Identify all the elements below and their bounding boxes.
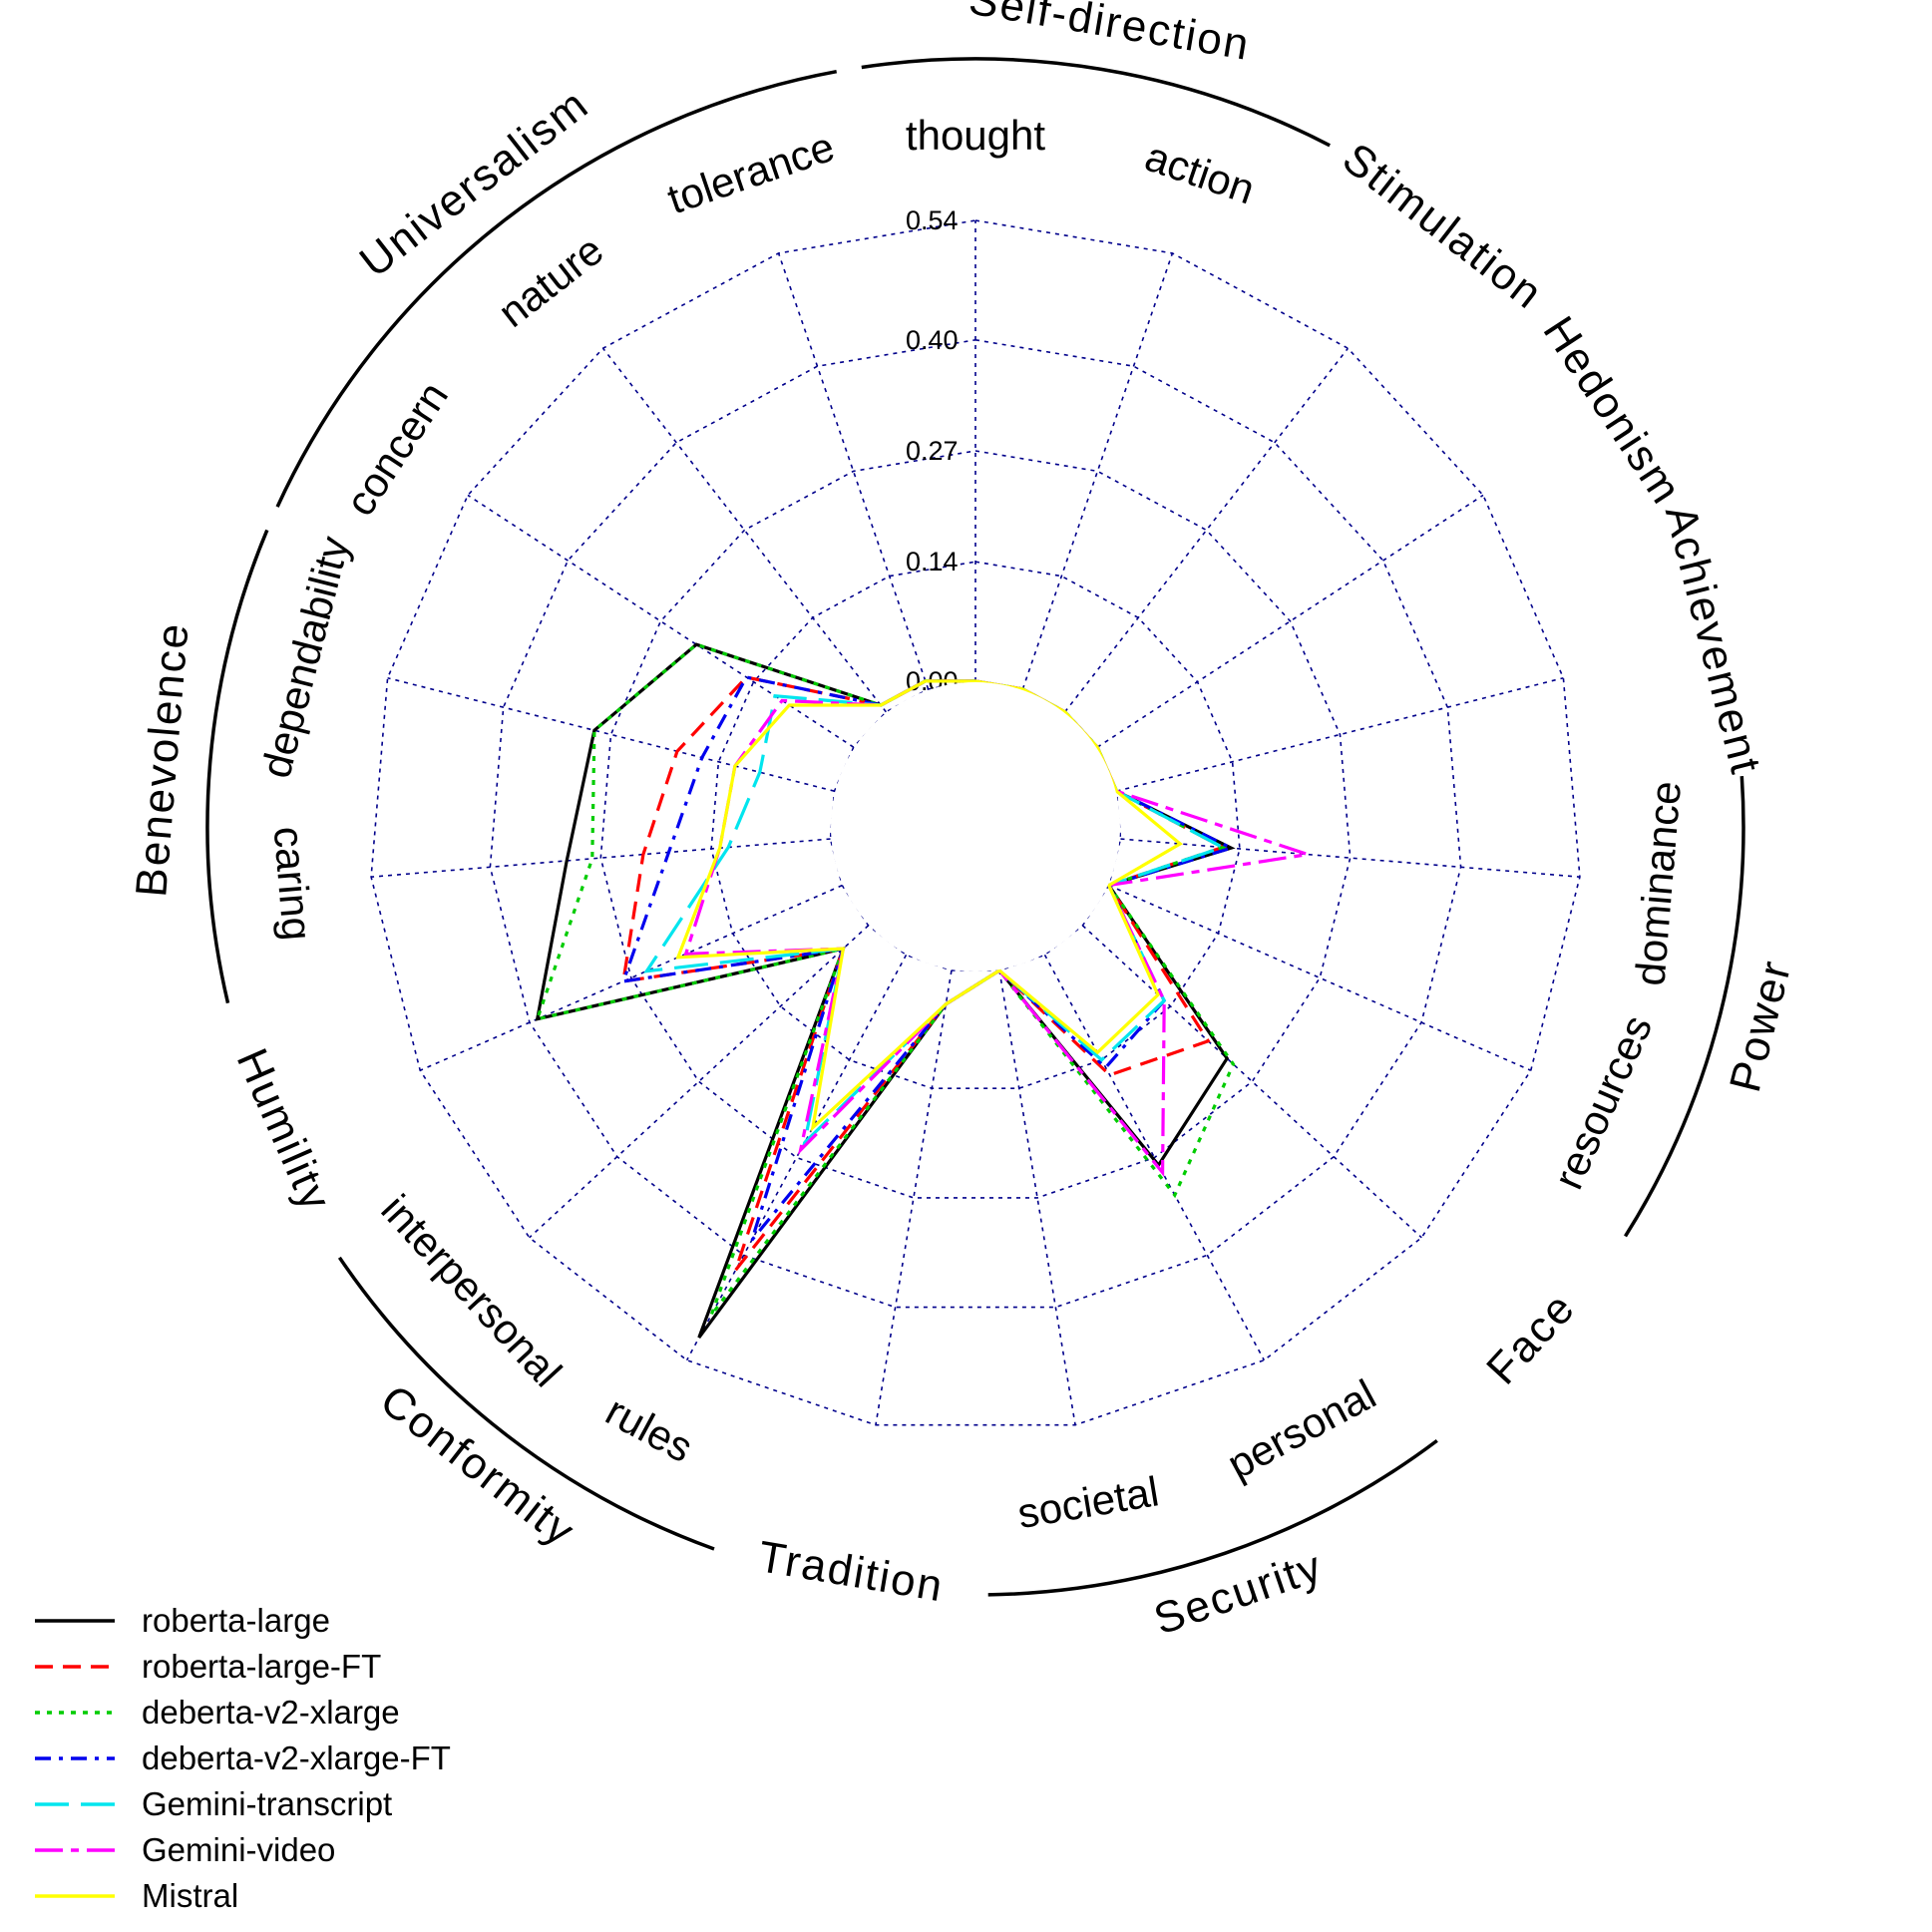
group-label: Achievement (1656, 501, 1770, 780)
spoke-label: nature (490, 226, 612, 336)
grid-ring (599, 450, 1352, 1199)
grid-spoke (1021, 252, 1174, 690)
legend-label: deberta-v2-xlarge (142, 1694, 400, 1731)
legend-label: Gemini-transcript (142, 1785, 392, 1822)
legend-label: roberta-large (142, 1602, 330, 1639)
spoke-label: action (1140, 133, 1261, 213)
spoke-label: concern (336, 373, 457, 524)
group-label: Security (1148, 1542, 1329, 1645)
legend: roberta-large roberta-large-FT deberta-v2-… (35, 1602, 451, 1914)
group-label: Tradition (755, 1532, 948, 1611)
group-label: Stimulation (1334, 134, 1552, 319)
legend-label: deberta-v2-xlarge-FT (142, 1739, 451, 1776)
grid-ring (370, 219, 1581, 1426)
spoke-label: resources (1544, 1008, 1661, 1196)
spoke-label: interpersonal (372, 1186, 571, 1396)
group-label: Power (1721, 955, 1801, 1097)
group-arc (205, 529, 269, 1004)
group-arc (275, 69, 838, 508)
spoke-label: caring (265, 825, 321, 943)
radial-tick-label: 0.40 (906, 325, 959, 355)
spoke-label: dependability (252, 532, 358, 782)
grid-spoke (467, 494, 855, 748)
group-arc (861, 57, 1332, 148)
grid-spoke (1064, 347, 1350, 713)
spoke-label: thought (906, 112, 1045, 159)
legend-label: Mistral (142, 1877, 238, 1914)
group-label: Hedonism (1533, 308, 1691, 514)
radial-tick-label: 0.54 (906, 205, 959, 235)
spoke-label: rules (598, 1387, 700, 1472)
spoke-label: dominance (1626, 779, 1690, 987)
grid-spoke (1081, 925, 1422, 1239)
group-arc (1624, 775, 1745, 1238)
grid-ring (710, 561, 1241, 1089)
radial-tick-label: 0.27 (906, 436, 959, 466)
spoke-label: societal (1014, 1467, 1162, 1537)
center-hole (831, 682, 1120, 971)
group-arc (337, 1256, 715, 1551)
group-label: Benevolence (127, 620, 197, 900)
radial-tick-label: 0.14 (906, 547, 959, 577)
spoke-label: personal (1220, 1370, 1383, 1488)
radar-grid (370, 219, 1581, 1426)
legend-label: roberta-large-FT (142, 1648, 381, 1685)
legend-label: Gemini-video (142, 1831, 335, 1868)
group-label: Face (1477, 1283, 1585, 1393)
inner-hole (831, 682, 1120, 971)
group-arc (987, 1439, 1438, 1597)
series-line (683, 679, 1309, 1178)
spoke-label: tolerance (662, 123, 841, 222)
group-label: Humility (227, 1041, 341, 1219)
radial-tick-labels: 0.000.140.270.400.54 (906, 205, 959, 696)
